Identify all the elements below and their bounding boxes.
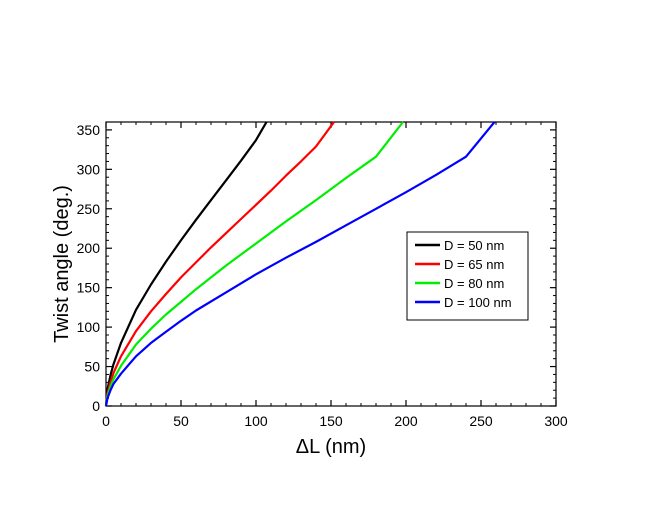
y-tick-label-5: 250 <box>77 201 101 217</box>
series-line-3 <box>104 121 496 407</box>
series-line-0 <box>104 121 268 407</box>
legend-label-2: D = 80 nm <box>444 276 504 291</box>
y-tick-label-6: 300 <box>77 161 101 177</box>
y-tick-label-2: 100 <box>77 319 101 335</box>
legend-label-3: D = 100 nm <box>444 295 512 310</box>
x-tick-label-4: 200 <box>394 413 418 429</box>
x-tick-label-0: 0 <box>102 413 110 429</box>
series-lines <box>104 121 496 407</box>
legend: D = 50 nm D = 65 nm D = 80 nm D = 100 nm <box>406 231 529 321</box>
legend-label-0: D = 50 nm <box>444 238 504 253</box>
series-line-2 <box>104 121 404 407</box>
x-tick-label-3: 150 <box>319 413 343 429</box>
series-line-1 <box>104 121 335 407</box>
y-tick-label-4: 200 <box>77 240 101 256</box>
y-tick-label-1: 50 <box>84 359 100 375</box>
x-tick-label-2: 100 <box>244 413 268 429</box>
x-tick-label-6: 300 <box>544 413 568 429</box>
legend-label-1: D = 65 nm <box>444 257 504 272</box>
x-tick-label-1: 50 <box>173 413 189 429</box>
y-tick-label-3: 150 <box>77 280 101 296</box>
x-axis-label: ΔL (nm) <box>296 436 366 458</box>
axis-ticks: 0 50 100 150 200 250 300 0 50 100 150 200 250 300 350 <box>77 121 568 429</box>
y-tick-label-0: 0 <box>92 398 100 414</box>
legend-box <box>406 231 529 321</box>
y-axis-label: Twist angle (deg.) <box>51 185 73 343</box>
x-tick-label-5: 250 <box>469 413 493 429</box>
y-tick-label-7: 350 <box>77 122 101 138</box>
